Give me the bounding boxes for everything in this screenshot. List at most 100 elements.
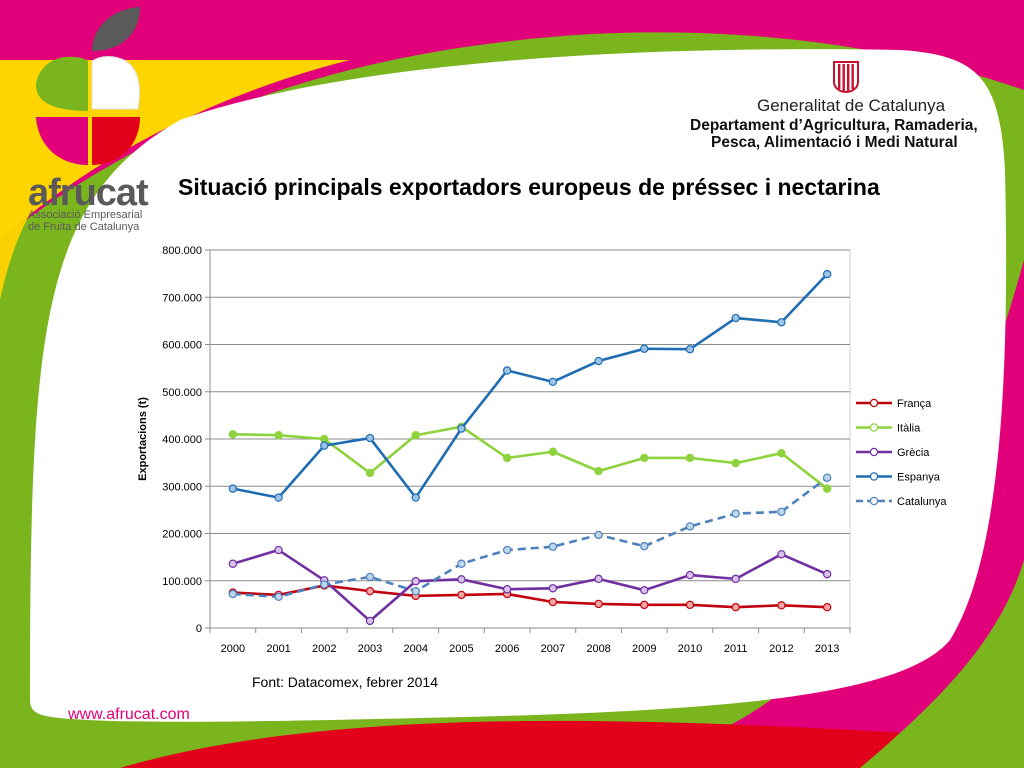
legend-label: Catalunya <box>897 496 947 508</box>
data-point <box>731 603 740 612</box>
legend-marker <box>869 472 879 481</box>
data-point <box>594 599 603 609</box>
series-0 <box>228 581 832 612</box>
data-point <box>822 484 832 493</box>
legend-marker <box>869 398 879 408</box>
data-point <box>411 586 420 596</box>
department-name-line2: Pesca, Alimentació i Medi Natural <box>711 134 958 151</box>
data-point <box>548 377 558 387</box>
generalitat-emblem-icon <box>833 61 859 94</box>
afrucat-wordmark: afrucat <box>28 172 149 214</box>
y-tick-label: 700.000 <box>162 292 202 304</box>
x-tick-label: 2001 <box>266 643 290 655</box>
data-point <box>274 592 283 602</box>
x-tick-label: 2002 <box>312 643 336 655</box>
afrucat-subtitle-1: Associació Empresarial <box>28 209 143 221</box>
data-point <box>640 344 649 353</box>
x-tick-label: 2008 <box>586 643 610 655</box>
data-point <box>640 586 649 595</box>
data-point <box>594 356 603 366</box>
data-point <box>502 585 512 594</box>
data-point <box>457 575 466 584</box>
y-tick-label: 100.000 <box>162 576 202 588</box>
data-point <box>228 589 238 599</box>
data-point <box>274 493 283 502</box>
data-point <box>274 545 283 555</box>
data-point <box>640 453 649 463</box>
slide-title: Situació principals exportadors europeus… <box>178 174 880 200</box>
afrucat-subtitle-2: de Fruita de Catalunya <box>28 221 140 233</box>
x-tick-label: 2010 <box>678 643 702 655</box>
data-point <box>731 574 740 584</box>
data-point <box>365 468 375 478</box>
x-tick-label: 2000 <box>221 643 245 655</box>
legend-label: Grècia <box>897 447 930 459</box>
data-point <box>822 603 832 612</box>
data-point <box>320 441 329 450</box>
data-point <box>822 269 832 279</box>
data-point <box>274 431 283 440</box>
chart-series <box>228 269 832 626</box>
series-1 <box>228 422 832 493</box>
data-point <box>822 473 832 482</box>
data-point <box>411 577 420 586</box>
y-tick-label: 400.000 <box>162 434 202 446</box>
x-tick-label: 2007 <box>541 643 565 655</box>
website-link[interactable]: www.afrucat.com <box>68 706 190 723</box>
data-point <box>731 458 740 468</box>
series-line <box>232 273 829 499</box>
y-tick-label: 500.000 <box>162 387 202 399</box>
chart-legend: França Itàlia Grècia Espanya Catalunya <box>856 398 947 508</box>
data-point <box>640 542 649 551</box>
data-point <box>320 580 329 589</box>
data-point <box>594 466 603 476</box>
data-point <box>502 453 512 463</box>
data-point <box>685 522 695 531</box>
data-point <box>411 431 420 440</box>
data-point <box>457 559 466 568</box>
data-point <box>594 530 603 540</box>
data-point <box>685 453 695 463</box>
data-point <box>548 597 558 607</box>
legend-marker <box>869 447 879 457</box>
data-point <box>548 584 558 593</box>
data-point <box>365 433 375 443</box>
data-point <box>365 572 375 582</box>
x-tick-label: 2004 <box>403 643 427 655</box>
department-name-line1: Departament d’Agricultura, Ramaderia, <box>690 117 978 134</box>
series-line <box>232 548 828 623</box>
x-tick-label: 2013 <box>815 643 839 655</box>
data-point <box>822 569 832 579</box>
chart-axes: 0 100.000 200.000 300.000 400.000 500.000 600.… <box>137 245 851 655</box>
y-tick-label: 0 <box>196 623 202 635</box>
x-tick-label: 2005 <box>449 643 473 655</box>
data-point <box>228 484 238 493</box>
data-point <box>365 616 375 626</box>
y-tick-label: 200.000 <box>162 529 202 541</box>
x-tick-label: 2006 <box>495 643 519 655</box>
y-tick-label: 600.000 <box>162 340 202 352</box>
data-point <box>777 601 786 610</box>
data-point <box>457 424 466 433</box>
data-point <box>411 493 420 502</box>
legend-label: França <box>897 398 932 410</box>
data-point <box>640 600 649 610</box>
data-point <box>777 507 786 516</box>
legend-marker <box>869 423 879 432</box>
data-point <box>731 509 740 518</box>
series-4 <box>228 473 832 602</box>
y-tick-label: 800.000 <box>162 245 202 257</box>
y-tick-label: 300.000 <box>162 481 202 493</box>
data-point <box>457 590 466 600</box>
afrucat-logo <box>36 7 140 165</box>
data-point <box>685 345 695 354</box>
legend-label: Itàlia <box>897 423 921 435</box>
series-3 <box>228 269 832 502</box>
legend-marker <box>869 496 879 506</box>
data-point <box>502 366 512 375</box>
x-tick-label: 2003 <box>358 643 382 655</box>
data-point <box>228 559 238 568</box>
legend-label: Espanya <box>897 472 941 484</box>
